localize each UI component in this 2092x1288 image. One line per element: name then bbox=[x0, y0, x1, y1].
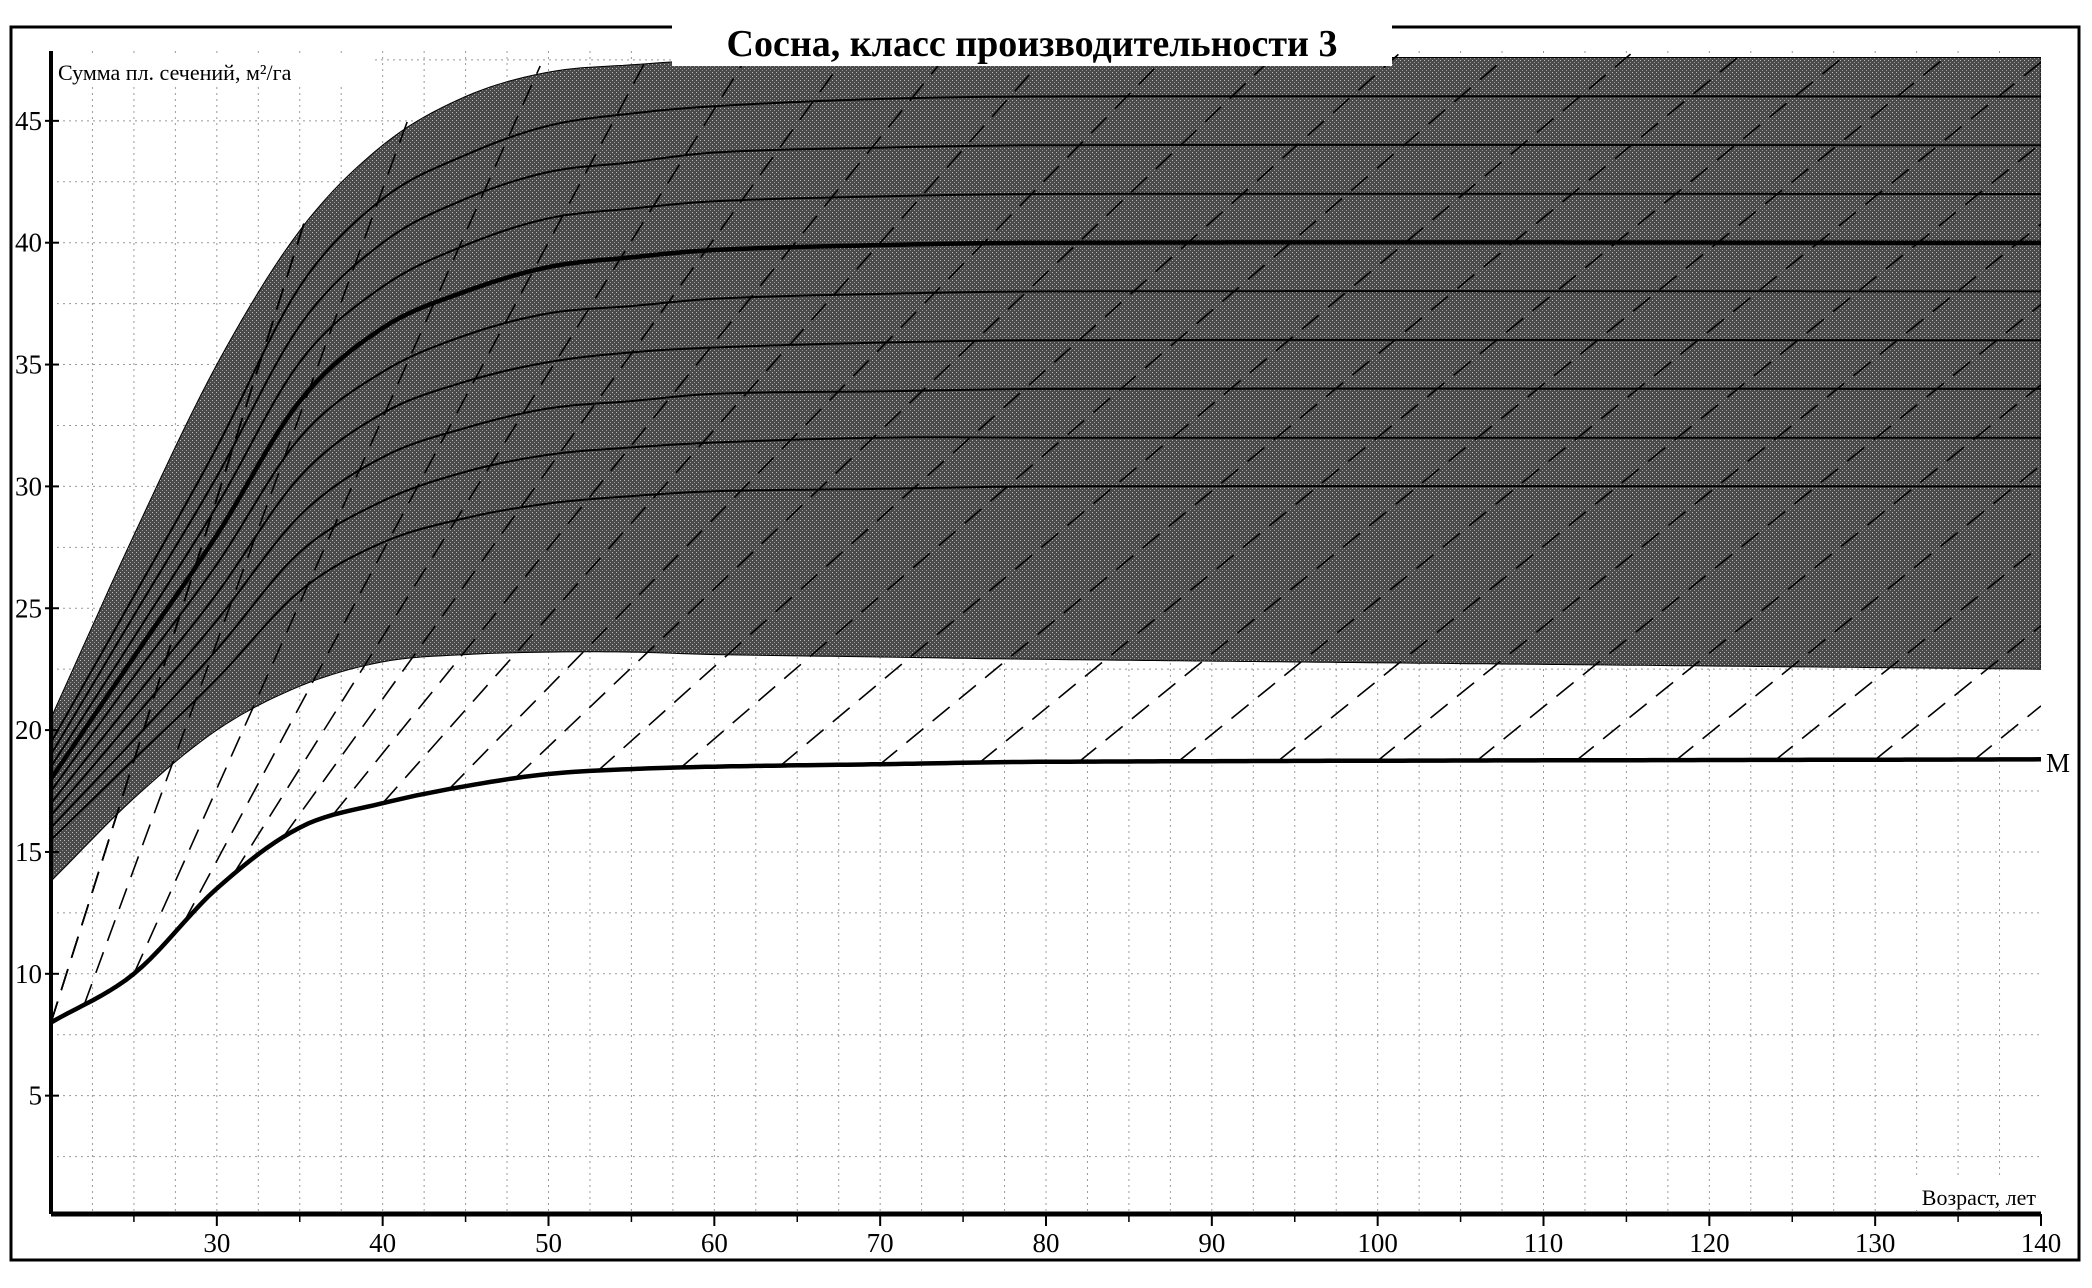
series-line-40 bbox=[51, 240, 2041, 781]
series-line-m bbox=[51, 757, 2041, 1025]
x-tick-label: 30 bbox=[203, 1228, 230, 1258]
dashed-guide-line bbox=[514, 55, 1275, 779]
dashed-guide-line bbox=[680, 56, 1507, 769]
series-lines bbox=[51, 95, 2041, 1025]
y-tick-label: 5 bbox=[29, 1081, 43, 1111]
dashed-guide-line bbox=[332, 54, 948, 816]
y-ticks: 5 10 15 20 25 30 35 40 45 bbox=[15, 106, 59, 1111]
dashed-guide-line bbox=[1775, 544, 2041, 761]
y-tick-label: 40 bbox=[15, 228, 42, 258]
ylabel-background bbox=[55, 56, 373, 86]
series-line-42 bbox=[51, 192, 2041, 768]
x-tick-label: 130 bbox=[1855, 1228, 1896, 1258]
dashed-guide-line bbox=[382, 55, 1047, 804]
dashed-guide-line bbox=[182, 56, 649, 924]
series-line-34 bbox=[51, 387, 2041, 817]
y-axis-label: Сумма пл. сечений, м²/га bbox=[58, 60, 292, 85]
dashed-guide-line bbox=[597, 53, 1399, 772]
x-axis-label: Возраст, лет bbox=[1922, 1185, 2037, 1210]
dashed-guide-line bbox=[1476, 303, 2041, 762]
y-tick-label: 35 bbox=[15, 350, 42, 380]
y-tick-label: 10 bbox=[15, 959, 42, 989]
dashed-guide-line bbox=[1377, 223, 2041, 762]
series-label-m: M bbox=[2046, 748, 2070, 778]
y-tick-label: 15 bbox=[15, 837, 42, 867]
dashed-guide-line bbox=[133, 65, 541, 975]
title-background bbox=[672, 20, 1392, 66]
dashed-guide-line bbox=[1576, 384, 2041, 761]
series-line-36 bbox=[51, 338, 2041, 804]
series-line-46 bbox=[51, 95, 2041, 743]
x-tick-label: 120 bbox=[1689, 1228, 1730, 1258]
dashed-guide-line bbox=[1178, 61, 2041, 762]
x-tick-label: 50 bbox=[535, 1228, 562, 1258]
dashed-guide-line bbox=[83, 120, 409, 1006]
x-tick-label: 40 bbox=[369, 1228, 396, 1258]
dashed-guide-line bbox=[282, 53, 848, 838]
dashed-guide-line bbox=[780, 53, 1632, 767]
x-tick-label: 90 bbox=[1198, 1228, 1225, 1258]
dashed-guide-line bbox=[1675, 464, 2041, 761]
y-tick-label: 45 bbox=[15, 106, 42, 136]
dashed-guide-line bbox=[979, 54, 1847, 764]
dashed-guide-line bbox=[448, 55, 1167, 790]
y-tick-label: 25 bbox=[15, 593, 42, 623]
series-line-44 bbox=[51, 143, 2041, 756]
xlabel-background bbox=[1900, 1178, 2040, 1210]
x-tick-label: 80 bbox=[1033, 1228, 1060, 1258]
x-tick-label: 140 bbox=[2021, 1228, 2062, 1258]
y-tick-label: 30 bbox=[15, 471, 42, 501]
dashed-guide-line bbox=[1277, 142, 2041, 762]
dashed-guide-line bbox=[1974, 705, 2041, 761]
dashed-guide-line bbox=[1874, 625, 2041, 761]
dashed-guide-line bbox=[879, 56, 1739, 765]
x-tick-label: 100 bbox=[1357, 1228, 1398, 1258]
dashed-guide-line bbox=[1078, 56, 1947, 763]
series-line-30 bbox=[51, 485, 2041, 841]
x-tick-label: 70 bbox=[867, 1228, 894, 1258]
y-tick-label: 20 bbox=[15, 715, 42, 745]
x-ticks: 30 40 50 60 70 80 90 100 110 120 130 140 bbox=[133, 1214, 2062, 1258]
series-line-32 bbox=[51, 436, 2041, 829]
series-line-38 bbox=[51, 290, 2041, 792]
chart-title: Сосна, класс производительности 3 bbox=[727, 23, 1338, 65]
x-tick-label: 110 bbox=[1524, 1228, 1564, 1258]
x-tick-label: 60 bbox=[701, 1228, 728, 1258]
